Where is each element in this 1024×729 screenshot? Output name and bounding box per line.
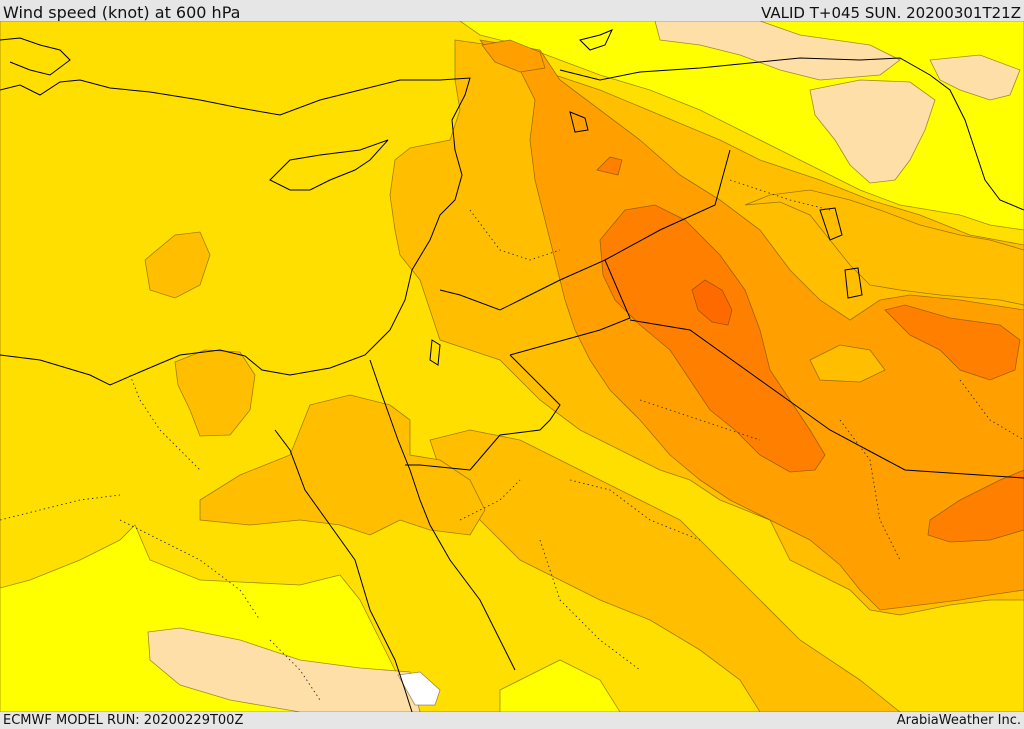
very-high-wind-blob-north (596, 156, 623, 176)
very-high-wind-core (599, 204, 826, 473)
very-low-wind-zone-north-2 (809, 79, 936, 184)
medium-high-wind-patch-center (809, 344, 886, 383)
footer-bar: ECMWF MODEL RUN: 20200229T00Z ArabiaWeat… (0, 712, 1024, 729)
valid-time: VALID T+045 SUN. 20200301T21Z (761, 4, 1021, 22)
coastlines-and-borders (0, 29, 1024, 712)
map-title: Wind speed (knot) at 600 hPa (3, 3, 241, 22)
dotted-admin-lines (0, 179, 1024, 701)
map-canvas (0, 21, 1024, 712)
medium-high-wind-zone-southeast (429, 429, 901, 712)
max-wind-center (691, 279, 733, 326)
low-wind-zone-southeast (499, 659, 621, 712)
medium-high-wind-blob-1 (144, 231, 211, 299)
medium-high-wind-blob-3 (199, 394, 486, 536)
very-high-wind-blob-east (884, 304, 1021, 381)
very-low-wind-zone-north-1 (654, 21, 901, 81)
very-low-wind-zone-north-3 (929, 54, 1021, 101)
header-bar: Wind speed (knot) at 600 hPa VALID T+045… (0, 0, 1024, 22)
credit-label: ArabiaWeather Inc. (896, 713, 1021, 728)
high-wind-blob-north (481, 39, 546, 73)
very-high-wind-blob-southeast (927, 469, 1024, 543)
nile-delta-water (397, 671, 441, 706)
wind-speed-map (0, 21, 1024, 712)
model-run-label: ECMWF MODEL RUN: 20200229T00Z (3, 713, 244, 728)
